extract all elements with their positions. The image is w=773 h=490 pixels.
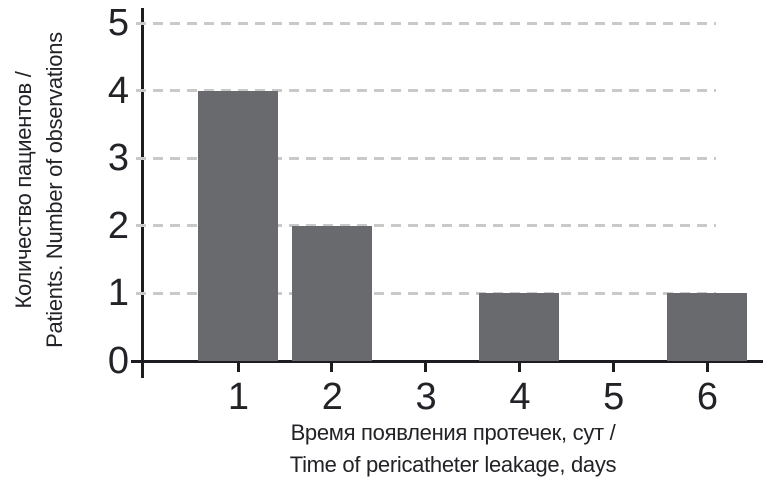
x-tick-mark	[517, 361, 521, 372]
y-axis-title-line-2: Patients. Number of observations	[42, 32, 67, 348]
x-tick-label: 1	[227, 376, 249, 418]
y-axis-title-line-1: Количество пациентов /	[11, 71, 36, 309]
bar	[667, 293, 747, 361]
gridline	[136, 156, 716, 160]
y-tick-label: 5	[107, 2, 129, 44]
gridline	[136, 224, 716, 228]
x-axis-title-line-2: Time of pericatheter leakage, days	[289, 452, 617, 477]
x-tick-mark	[611, 361, 615, 372]
x-tick-mark	[236, 361, 240, 372]
x-tick-label: 3	[415, 376, 437, 418]
x-axis-title: Время появления протечек, сут / Time of …	[143, 417, 763, 481]
y-tick-label: 0	[107, 340, 129, 382]
y-tick-label: 2	[107, 204, 129, 247]
gridline	[136, 89, 716, 93]
x-axis-line	[131, 360, 763, 363]
x-tick-label: 5	[603, 376, 624, 418]
x-tick-label: 4	[509, 376, 530, 418]
bar	[198, 90, 278, 361]
x-tick-mark	[424, 361, 428, 372]
gridline	[136, 291, 716, 295]
x-tick-mark	[705, 361, 709, 372]
y-tick-label: 4	[107, 69, 129, 112]
y-axis-line	[141, 8, 144, 378]
x-tick-mark	[330, 361, 334, 372]
x-tick-label: 6	[696, 376, 718, 418]
gridline	[136, 21, 716, 25]
x-tick-label: 2	[321, 376, 343, 418]
y-axis-title: Количество пациентов / Patients. Number …	[8, 4, 72, 376]
y-tick-label: 1	[107, 272, 129, 315]
bar	[479, 293, 560, 361]
x-axis-title-line-1: Время появления протечек, сут /	[290, 420, 616, 445]
y-tick-label: 3	[107, 137, 129, 180]
bar	[291, 225, 372, 361]
